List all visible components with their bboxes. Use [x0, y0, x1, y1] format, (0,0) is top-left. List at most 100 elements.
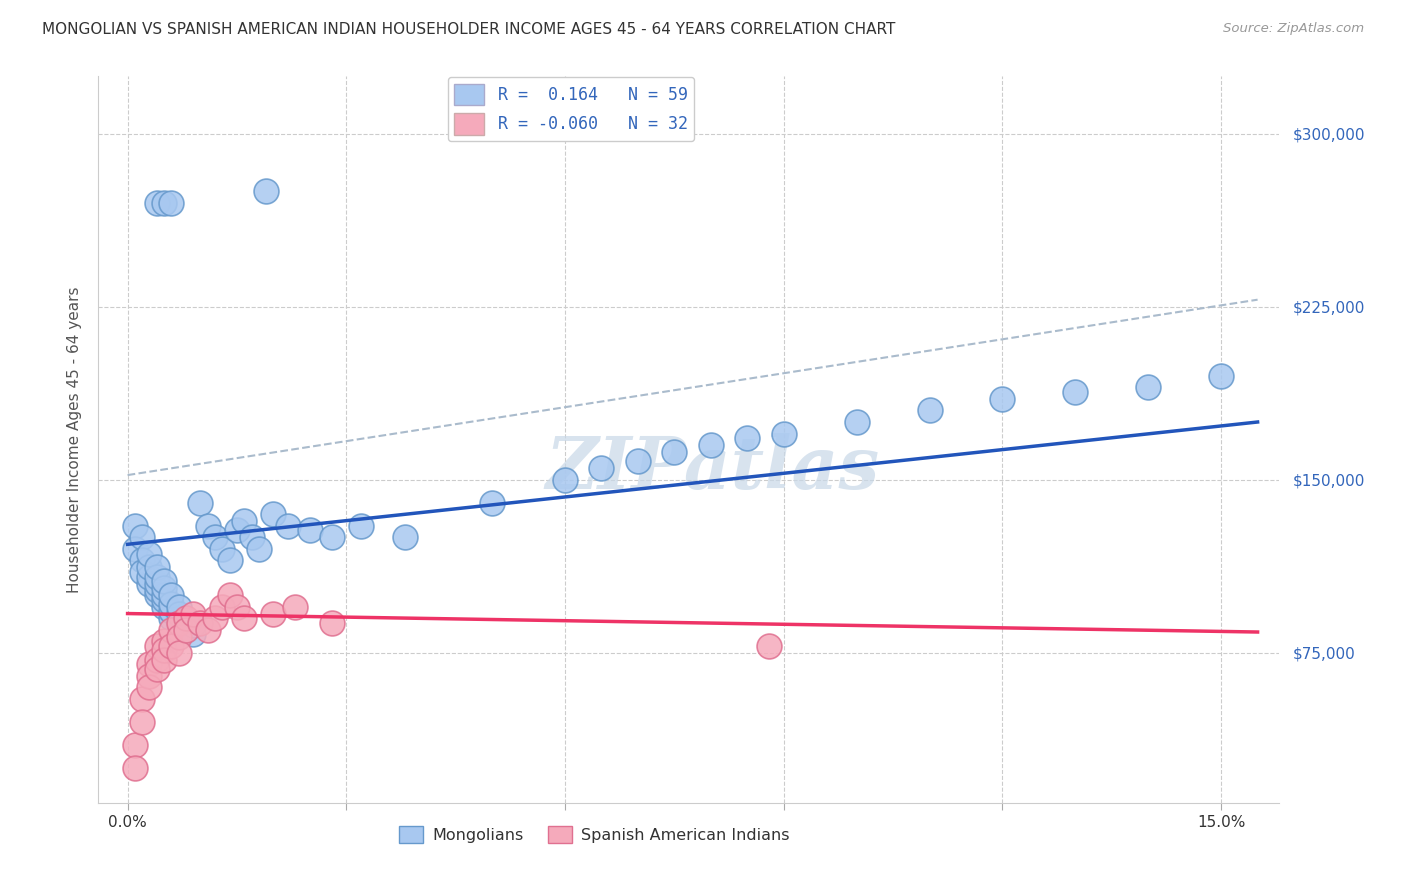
Point [758, 639, 780, 653]
Point [138, 669, 160, 683]
Point [174, 623, 197, 637]
Y-axis label: Householder Income Ages 45 - 64 years: Householder Income Ages 45 - 64 years [66, 286, 82, 592]
Point [153, 592, 176, 607]
Text: ZIPatlas: ZIPatlas [546, 433, 880, 504]
Point [138, 560, 160, 574]
Point [174, 623, 197, 637]
Point [124, 738, 146, 752]
Point [131, 553, 153, 567]
Point [138, 569, 160, 583]
Point [321, 615, 343, 630]
Point [138, 681, 160, 695]
Point [160, 604, 183, 618]
Point [138, 547, 160, 561]
Point [131, 692, 153, 706]
Point [481, 496, 503, 510]
Point [160, 623, 183, 637]
Point [167, 599, 190, 614]
Point [1211, 368, 1233, 383]
Point [394, 530, 416, 544]
Point [160, 639, 183, 653]
Text: Source: ZipAtlas.com: Source: ZipAtlas.com [1223, 22, 1364, 36]
Point [233, 611, 256, 625]
Point [204, 530, 226, 544]
Point [181, 607, 204, 621]
Point [145, 576, 167, 591]
Point [554, 473, 576, 487]
Point [284, 599, 307, 614]
Point [167, 646, 190, 660]
Point [218, 553, 240, 567]
Point [145, 583, 167, 598]
Point [124, 761, 146, 775]
Point [845, 415, 868, 429]
Point [131, 565, 153, 579]
Point [591, 461, 613, 475]
Point [233, 514, 256, 528]
Point [211, 541, 233, 556]
Point [145, 588, 167, 602]
Point [772, 426, 794, 441]
Point [160, 588, 183, 602]
Point [226, 524, 249, 538]
Point [226, 599, 249, 614]
Point [153, 574, 176, 589]
Point [218, 588, 240, 602]
Point [181, 627, 204, 641]
Point [197, 623, 219, 637]
Point [138, 576, 160, 591]
Point [627, 454, 650, 468]
Point [167, 630, 190, 644]
Point [277, 519, 299, 533]
Point [145, 569, 167, 583]
Point [262, 607, 284, 621]
Point [321, 530, 343, 544]
Point [181, 618, 204, 632]
Text: MONGOLIAN VS SPANISH AMERICAN INDIAN HOUSEHOLDER INCOME AGES 45 - 64 YEARS CORRE: MONGOLIAN VS SPANISH AMERICAN INDIAN HOU… [42, 22, 896, 37]
Point [167, 615, 190, 630]
Point [262, 508, 284, 522]
Point [240, 530, 263, 544]
Point [247, 541, 270, 556]
Point [145, 653, 167, 667]
Point [153, 581, 176, 595]
Point [350, 519, 373, 533]
Legend: Mongolians, Spanish American Indians: Mongolians, Spanish American Indians [392, 820, 796, 849]
Point [124, 519, 146, 533]
Point [153, 195, 176, 210]
Point [918, 403, 941, 417]
Point [145, 639, 167, 653]
Point [160, 611, 183, 625]
Point [1064, 384, 1087, 399]
Point [153, 653, 176, 667]
Point [204, 611, 226, 625]
Point [700, 438, 723, 452]
Point [735, 431, 758, 445]
Point [190, 615, 212, 630]
Point [145, 662, 167, 676]
Point [991, 392, 1014, 406]
Point [153, 634, 176, 648]
Point [131, 714, 153, 729]
Point [153, 588, 176, 602]
Point [1137, 380, 1160, 394]
Point [131, 530, 153, 544]
Point [153, 643, 176, 657]
Point [167, 615, 190, 630]
Point [174, 611, 197, 625]
Point [174, 614, 197, 628]
Point [211, 599, 233, 614]
Point [197, 519, 219, 533]
Point [298, 524, 321, 538]
Point [160, 597, 183, 611]
Point [145, 560, 167, 574]
Point [124, 541, 146, 556]
Point [190, 496, 212, 510]
Point [145, 195, 167, 210]
Point [254, 184, 277, 198]
Point [160, 195, 183, 210]
Point [664, 445, 686, 459]
Point [138, 657, 160, 672]
Point [153, 599, 176, 614]
Point [167, 607, 190, 621]
